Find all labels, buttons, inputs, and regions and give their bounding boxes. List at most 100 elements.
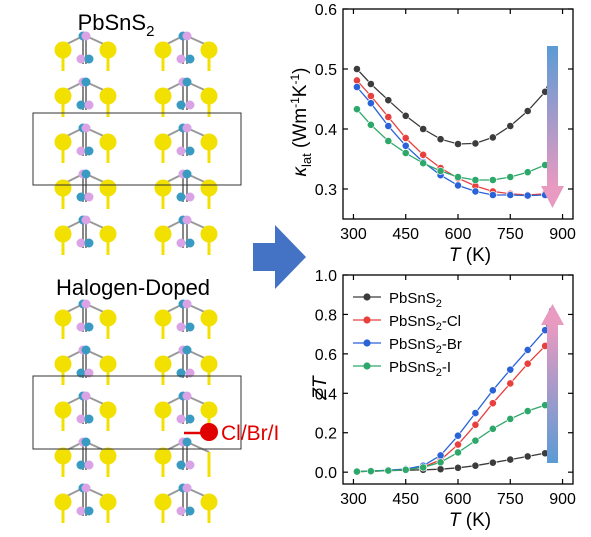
sulfur-atom (200, 133, 218, 151)
metal-atom (84, 146, 94, 156)
metal-atom (182, 483, 192, 493)
sulfur-atom (99, 355, 117, 373)
legend-label: PbSnS2-Br (389, 336, 462, 356)
x-tick-label: 300 (340, 491, 367, 508)
metal-atom (176, 238, 186, 248)
metal-atom (176, 192, 186, 202)
sulfur-atom (154, 493, 172, 511)
legend-label-main: PbSnS (389, 290, 436, 307)
sulfur-atom (154, 41, 172, 59)
metal-atom (76, 460, 86, 470)
data-point-PbSnS2 (523, 107, 532, 115)
data-point-PbSnS2 (488, 133, 497, 142)
data-point-PbSnS2-Cl (454, 440, 462, 449)
metal-atom (76, 506, 86, 516)
data-point-PbSnS2-Cl (384, 113, 393, 121)
increase-trend-arrow (541, 304, 564, 463)
sulfur-atom (99, 447, 117, 465)
x-tick-label: 750 (497, 226, 524, 243)
data-point-PbSnS2-Br (384, 122, 393, 130)
data-point-PbSnS2-I (488, 424, 497, 433)
data-point-PbSnS2 (384, 96, 393, 105)
metal-atom (76, 238, 86, 248)
legend-label-tail: -Cl (442, 313, 461, 330)
legend-label: PbSnS2 (389, 290, 442, 310)
sulfur-atom (99, 41, 117, 59)
data-point-PbSnS2-Br (523, 346, 532, 354)
data-point-PbSnS2 (401, 111, 410, 120)
data-point-PbSnS2-Br (353, 83, 361, 91)
sulfur-atom (54, 493, 72, 511)
metal-atom (76, 368, 86, 378)
y-axis-label-exp: -1 (288, 97, 302, 108)
y-tick-label: 0.5 (315, 62, 337, 79)
data-point-PbSnS2-I (436, 167, 445, 175)
sulfur-atom (54, 41, 72, 59)
y-tick-label: 0.2 (315, 426, 337, 443)
data-point-PbSnS2-Br (366, 99, 375, 108)
metal-atom (182, 299, 192, 309)
data-point-PbSnS2-I (471, 436, 480, 445)
data-point-PbSnS2-I (471, 176, 480, 184)
metal-atom (185, 238, 195, 248)
metal-atom (185, 100, 195, 110)
legend-label-sub: 2 (436, 344, 442, 356)
legend-label-tail: -Br (442, 336, 462, 353)
kappa-lat-chart: 300 450 600 750 900 0.3 0.4 0.5 0.6 T (K) κlat (Wm… (288, 2, 576, 266)
metal-atom (182, 437, 192, 447)
sulfur-atom (54, 309, 72, 327)
metal-atom (81, 483, 91, 493)
data-point-PbSnS2-I (384, 466, 393, 475)
sulfur-atom (154, 87, 172, 105)
data-point-PbSnS2-I (454, 448, 462, 457)
y-axis-label: ZT (310, 375, 331, 401)
metal-atom (185, 192, 195, 202)
x-axis-label-unit: (K) (461, 510, 492, 531)
sulfur-atom (54, 87, 72, 105)
y-axis-label-exp: -1 (288, 74, 302, 85)
metal-atom (84, 414, 94, 424)
data-point-PbSnS2-Cl (471, 420, 480, 429)
sulfur-atom (200, 355, 218, 373)
sulfur-atom (99, 309, 117, 327)
sulfur-atom (99, 401, 117, 419)
data-point-PbSnS2-Cl (506, 379, 515, 388)
y-axis-label: κlat (Wm-1K-1) (288, 68, 314, 177)
metal-atom (76, 54, 86, 64)
data-point-PbSnS2-I (506, 415, 515, 423)
data-point-PbSnS2-Br (454, 181, 462, 190)
sulfur-atom (200, 179, 218, 197)
metal-atom (81, 437, 91, 447)
sulfur-atom (200, 493, 218, 511)
right-arrow-icon (253, 225, 306, 289)
y-axis-label-unit: K (290, 84, 311, 97)
metal-atom (185, 322, 195, 332)
sulfur-atom (99, 493, 117, 511)
x-tick-label: 600 (445, 226, 472, 243)
legend-label-main: PbSnS (389, 313, 436, 330)
legend-label: PbSnS2-I (389, 359, 451, 379)
metal-atom (176, 368, 186, 378)
data-point-PbSnS2-I (384, 137, 393, 145)
x-axis-label-symbol: T (449, 245, 462, 266)
data-point-PbSnS2 (471, 139, 480, 148)
y-tick-label: 0.0 (315, 465, 337, 482)
top-crystal-structure (54, 31, 218, 255)
metal-atom (185, 54, 195, 64)
x-axis-label-unit: (K) (461, 245, 492, 266)
metal-atom (185, 368, 195, 378)
data-point-PbSnS2-Br (506, 191, 515, 199)
decrease-trend-arrow (541, 46, 564, 208)
y-tick-label: 0.4 (315, 386, 337, 403)
data-point-PbSnS2 (436, 465, 445, 474)
data-point-PbSnS2 (454, 463, 462, 472)
metal-atom (76, 414, 86, 424)
metal-atom (81, 31, 91, 41)
metal-atom (182, 31, 192, 41)
legend-marker (363, 316, 371, 324)
metal-atom (176, 100, 186, 110)
data-point-PbSnS2-Cl (419, 150, 428, 159)
data-point-PbSnS2 (436, 135, 445, 144)
metal-atom (176, 460, 186, 470)
dopant-atom (200, 423, 218, 441)
